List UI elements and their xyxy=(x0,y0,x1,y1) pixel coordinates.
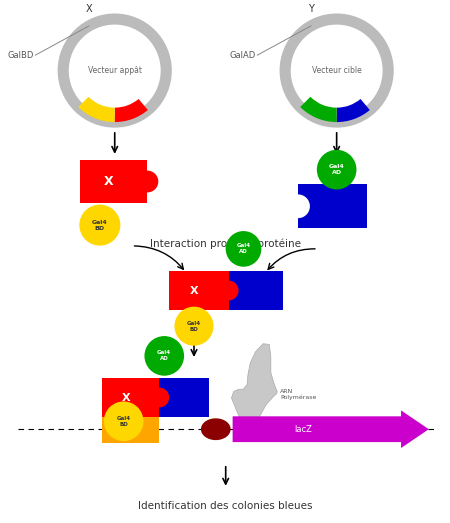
Wedge shape xyxy=(115,99,148,122)
Circle shape xyxy=(149,388,169,407)
Circle shape xyxy=(78,33,152,108)
Text: X: X xyxy=(122,392,130,403)
Text: X: X xyxy=(189,286,198,295)
Circle shape xyxy=(63,19,166,122)
Text: Gal4
AD: Gal4 AD xyxy=(329,164,345,175)
Circle shape xyxy=(226,231,261,267)
Text: Identification des colonies bleues: Identification des colonies bleues xyxy=(139,502,313,511)
Wedge shape xyxy=(78,97,115,122)
Polygon shape xyxy=(231,344,277,436)
Circle shape xyxy=(285,19,388,122)
Text: Gal4
AD: Gal4 AD xyxy=(236,244,251,254)
FancyBboxPatch shape xyxy=(169,271,229,310)
Text: Vecteur appât: Vecteur appât xyxy=(88,66,142,75)
Ellipse shape xyxy=(201,418,231,440)
Wedge shape xyxy=(337,99,370,122)
Circle shape xyxy=(149,388,169,407)
Circle shape xyxy=(317,150,356,189)
FancyBboxPatch shape xyxy=(159,378,209,417)
Circle shape xyxy=(136,170,158,192)
FancyBboxPatch shape xyxy=(102,378,159,417)
FancyBboxPatch shape xyxy=(80,160,148,203)
Circle shape xyxy=(286,195,310,218)
Text: Gal4
BD: Gal4 BD xyxy=(92,220,108,231)
Circle shape xyxy=(144,336,184,376)
Circle shape xyxy=(219,281,238,300)
Text: Gal4
BD: Gal4 BD xyxy=(117,416,130,427)
Circle shape xyxy=(104,402,144,441)
Circle shape xyxy=(300,33,374,108)
Wedge shape xyxy=(300,97,337,122)
Text: lacZ: lacZ xyxy=(294,425,312,434)
Circle shape xyxy=(219,281,238,300)
FancyBboxPatch shape xyxy=(298,185,367,228)
Text: Gal4
BD: Gal4 BD xyxy=(187,321,201,332)
Text: Vecteur cible: Vecteur cible xyxy=(312,66,361,75)
Circle shape xyxy=(80,206,120,245)
Text: GalAD: GalAD xyxy=(229,51,256,60)
FancyBboxPatch shape xyxy=(229,271,283,310)
FancyArrow shape xyxy=(233,411,429,448)
Text: GalBD: GalBD xyxy=(7,51,33,60)
Text: Gal4
AD: Gal4 AD xyxy=(157,350,171,361)
Text: Y: Y xyxy=(308,4,314,14)
Text: X: X xyxy=(86,4,92,14)
Text: Interaction protéine-protéine: Interaction protéine-protéine xyxy=(150,238,301,249)
Text: ARN
Polymérase: ARN Polymérase xyxy=(280,389,316,400)
Circle shape xyxy=(175,308,213,345)
Text: X: X xyxy=(104,175,113,188)
FancyBboxPatch shape xyxy=(102,415,159,443)
